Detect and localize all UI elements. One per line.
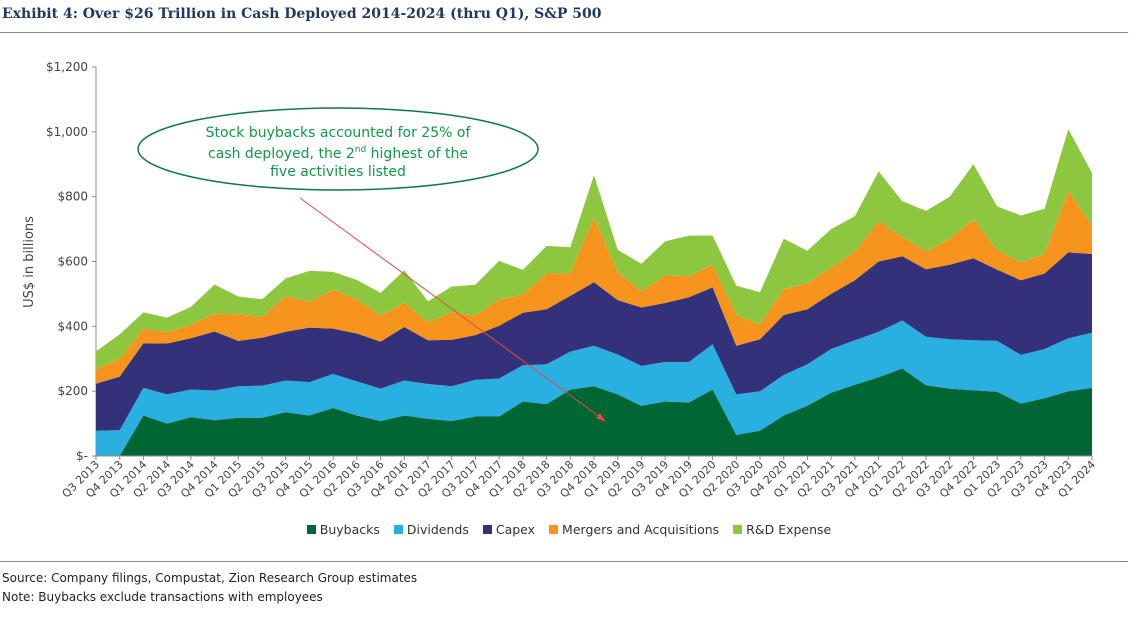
area-mergers-and-acquisitions xyxy=(96,190,1092,384)
y-tick-label: $400 xyxy=(57,319,88,333)
area-capex xyxy=(96,252,1092,431)
y-tick-label: $- xyxy=(76,449,88,463)
y-tick-label: $1,000 xyxy=(46,125,88,139)
footer-rule xyxy=(0,561,1128,562)
legend-item: Capex xyxy=(482,522,536,537)
legend-item: Mergers and Acquisitions xyxy=(549,522,719,537)
legend-label: R&D Expense xyxy=(746,522,832,537)
legend-label: Dividends xyxy=(406,522,469,537)
legend-item: Buybacks xyxy=(306,522,380,537)
y-tick-label: $1,200 xyxy=(46,60,88,74)
legend-label: Mergers and Acquisitions xyxy=(562,522,720,537)
callout-arrowhead xyxy=(596,413,606,422)
legend-label: Capex xyxy=(495,522,536,537)
y-tick-label: $600 xyxy=(57,255,88,269)
y-tick-label: $800 xyxy=(57,190,88,204)
source-note: Source: Company filings, Compustat, Zion… xyxy=(2,571,418,585)
callout-line-2: cash deployed, the 2nd highest of the xyxy=(208,145,468,162)
legend-swatch xyxy=(393,525,403,534)
legend-item: R&D Expense xyxy=(733,522,831,537)
callout-ellipse xyxy=(137,107,539,191)
stacked-area-chart: $- $200 $400 $600 $800 $1,000 $1,200 Q3 2013Q4… xyxy=(22,60,1098,500)
legend-swatch xyxy=(733,525,743,534)
buyback-note: Note: Buybacks exclude transactions with… xyxy=(2,590,323,604)
exhibit-title: Exhibit 4: Over $26 Trillion in Cash Dep… xyxy=(2,6,602,22)
y-axis-label: US$ in billions xyxy=(22,216,37,308)
callout-line-1: Stock buybacks accounted for 25% of xyxy=(206,125,472,141)
legend-label: Buybacks xyxy=(319,522,380,537)
area-dividends xyxy=(96,320,1092,456)
legend-item: Dividends xyxy=(393,522,469,537)
title-rule xyxy=(0,32,1128,33)
area-r-d-expense xyxy=(96,129,1092,370)
y-axis: $- $200 $400 $600 $800 $1,000 $1,200 xyxy=(46,60,97,463)
callout-arrow xyxy=(299,197,605,421)
callout-line-3: five activities listed xyxy=(270,164,406,180)
y-tick-label: $200 xyxy=(57,384,88,398)
chart-legend: Buybacks Dividends Capex Mergers and Acquis… xyxy=(0,522,1138,537)
legend-swatch xyxy=(306,525,316,534)
legend-swatch xyxy=(482,525,492,534)
legend-swatch xyxy=(549,525,559,534)
